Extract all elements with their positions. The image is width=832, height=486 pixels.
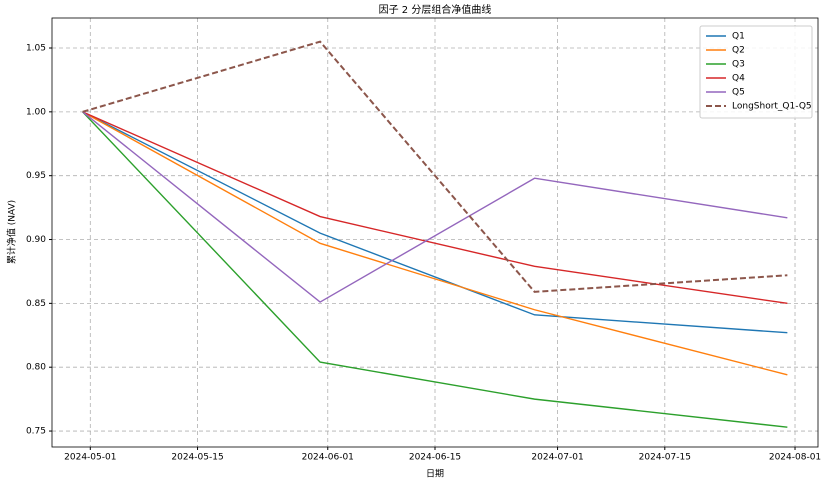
series-line [82,111,788,376]
y-tick-label: 0.95 [26,171,46,181]
chart-title: 因子 2 分层组合净值曲线 [379,3,492,16]
plot-frame [51,17,819,448]
series-line [82,111,788,334]
series-line [82,40,788,293]
legend-label: LongShort_Q1-Q5 [732,102,812,112]
legend-label: Q5 [732,88,745,98]
series-line [82,111,788,428]
x-tick-label: 2024-06-01 [302,453,354,463]
x-tick-label: 2024-07-15 [639,453,691,463]
x-tick-label: 2024-05-15 [171,453,223,463]
y-tick-label: 0.75 [26,427,46,437]
legend: Q1 Q2 Q3 Q4 Q5 LongShort_Q1-Q5 [699,25,813,119]
legend-label: Q3 [732,60,745,70]
y-tick-label: 1.05 [26,44,46,54]
x-tick-label: 2024-06-15 [409,453,461,463]
series-line [82,111,788,305]
y-tick-label: 0.90 [26,235,46,245]
legend-label: Q1 [732,32,745,42]
y-tick-label: 0.80 [26,363,46,373]
legend-label: Q2 [732,46,745,56]
y-tick-label: 0.85 [26,299,46,309]
legend-box [699,25,813,119]
series-line [82,111,788,303]
x-tick-label: 2024-05-01 [64,453,116,463]
y-tick-label: 1.00 [26,107,46,117]
legend-label: Q4 [732,74,745,84]
x-axis-label: 日期 [426,469,444,480]
x-tick-label: 2024-07-01 [531,453,583,463]
y-axis-label: 累计净值 (NAV) [6,200,18,264]
x-tick-label: 2024-08-01 [769,453,821,463]
